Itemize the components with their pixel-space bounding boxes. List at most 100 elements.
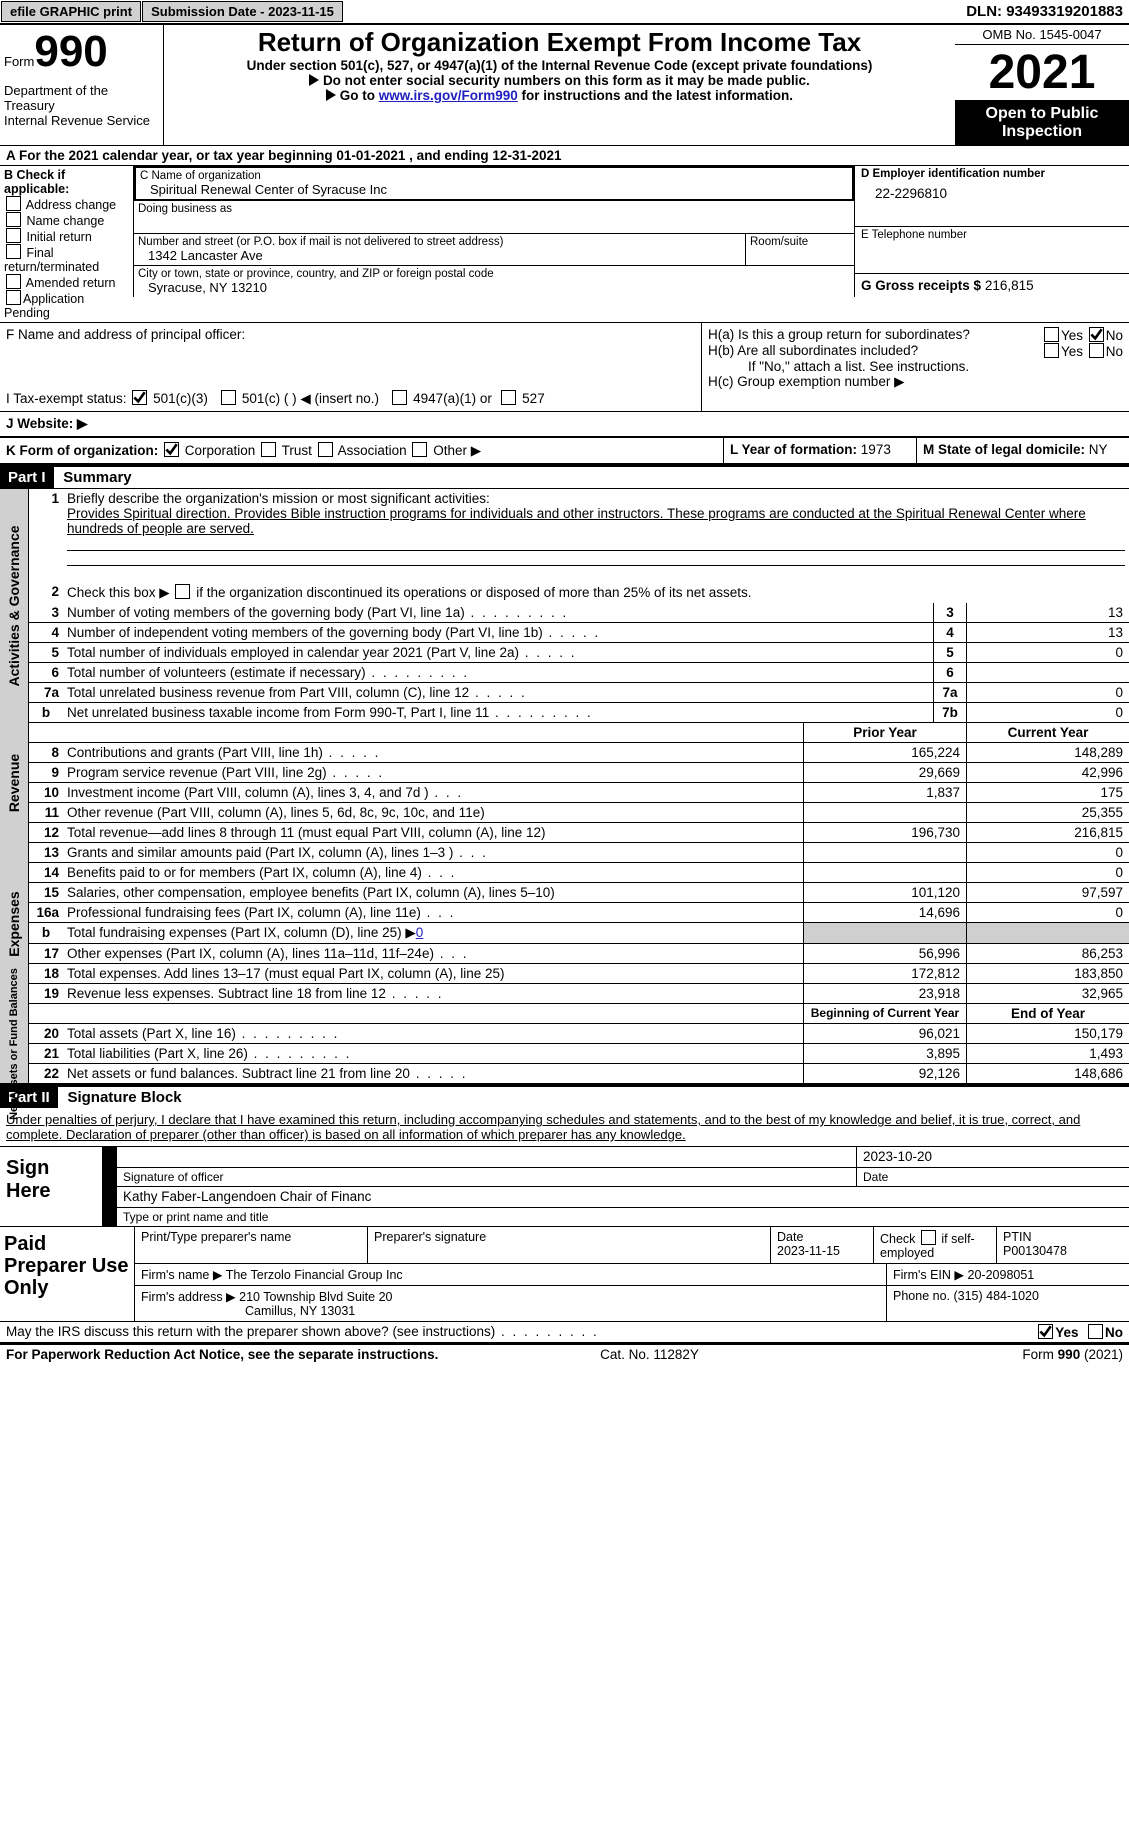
sign-here-label: Sign Here xyxy=(0,1147,102,1226)
checkbox-self-employed[interactable] xyxy=(921,1230,936,1245)
checkbox-assoc[interactable] xyxy=(318,442,333,457)
current-year-header: Current Year xyxy=(966,723,1129,742)
expenses-section: Expenses 13Grants and similar amounts pa… xyxy=(0,843,1129,1004)
firm-name: The Terzolo Financial Group Inc xyxy=(226,1268,403,1282)
checkbox-addr-change[interactable] xyxy=(6,196,21,211)
checkbox-name-change[interactable] xyxy=(6,212,21,227)
ha-label: H(a) Is this a group return for subordin… xyxy=(708,327,1042,343)
dept-treasury: Department of the Treasury xyxy=(4,83,159,113)
c-name-label: C Name of organization xyxy=(140,170,848,182)
gross-receipts: 216,815 xyxy=(985,278,1034,293)
revenue-section: Revenue Prior YearCurrent Year 8Contribu… xyxy=(0,723,1129,843)
preparer-name-label: Print/Type preparer's name xyxy=(134,1227,367,1263)
mission-text: Provides Spiritual direction. Provides B… xyxy=(67,506,1086,536)
state-domicile: NY xyxy=(1089,442,1108,457)
tax-year: 2021 xyxy=(989,46,1096,99)
firm-address: 210 Township Blvd Suite 20 xyxy=(239,1290,392,1304)
d-ein-label: D Employer identification number xyxy=(861,168,1123,180)
e-phone-label: E Telephone number xyxy=(861,229,1123,241)
submission-date: Submission Date - 2023-11-15 xyxy=(142,1,343,22)
line4-value: 13 xyxy=(966,623,1129,642)
line7a-value: 0 xyxy=(966,683,1129,702)
paid-preparer-block: Paid Preparer Use Only Print/Type prepar… xyxy=(0,1226,1129,1322)
discuss-row: May the IRS discuss this return with the… xyxy=(0,1322,1129,1344)
net-assets-section: Net Assets or Fund Balances Beginning of… xyxy=(0,1004,1129,1085)
org-name: Spiritual Renewal Center of Syracuse Inc xyxy=(140,182,848,197)
topbar: efile GRAPHIC print Submission Date - 20… xyxy=(0,0,1129,25)
sig-officer-label: Signature of officer xyxy=(116,1168,856,1186)
line6-value xyxy=(966,663,1129,682)
sidetab-net-assets: Net Assets or Fund Balances xyxy=(8,968,20,1120)
i-label: I Tax-exempt status: xyxy=(6,391,127,406)
line5-value: 0 xyxy=(966,643,1129,662)
checkbox-app-pending[interactable] xyxy=(6,290,21,305)
k-l-m-row: K Form of organization: Corporation Trus… xyxy=(0,437,1129,465)
addr-label: Number and street (or P.O. box if mail i… xyxy=(138,236,741,248)
checkbox-other[interactable] xyxy=(412,442,427,457)
footer: For Paperwork Reduction Act Notice, see … xyxy=(0,1344,1129,1364)
irs-link[interactable]: www.irs.gov/Form990 xyxy=(379,88,518,103)
arrow-icon xyxy=(102,1208,116,1226)
arrow-icon xyxy=(102,1147,116,1167)
checkbox-corp[interactable] xyxy=(164,442,179,457)
b-label: B Check if applicable: xyxy=(4,168,129,196)
firm-phone: (315) 484-1020 xyxy=(953,1289,1038,1303)
prior-year-header: Prior Year xyxy=(803,723,966,742)
checkbox-discuss-yes[interactable] xyxy=(1038,1324,1053,1339)
fundraising-link[interactable]: 0 xyxy=(416,925,424,940)
checkbox-ha-yes[interactable] xyxy=(1044,327,1059,342)
arrow-icon xyxy=(326,89,336,101)
firm-address-2: Camillus, NY 13031 xyxy=(141,1304,355,1318)
sidetab-activities: Activities & Governance xyxy=(6,525,22,686)
catalog-number: Cat. No. 11282Y xyxy=(600,1347,699,1362)
mission-label: Briefly describe the organization's miss… xyxy=(67,491,490,506)
checkbox-501c[interactable] xyxy=(221,390,236,405)
checkbox-discontinued[interactable] xyxy=(175,584,190,599)
preparer-date: 2023-11-15 xyxy=(777,1244,840,1258)
checkbox-discuss-no[interactable] xyxy=(1088,1324,1103,1339)
line3-value: 13 xyxy=(966,603,1129,622)
officer-name-label: Type or print name and title xyxy=(116,1208,1129,1226)
f-officer-label: F Name and address of principal officer: xyxy=(6,327,695,342)
pra-notice: For Paperwork Reduction Act Notice, see … xyxy=(6,1347,438,1362)
checkbox-ha-no[interactable] xyxy=(1089,327,1104,342)
officer-name: Kathy Faber-Langendoen Chair of Financ xyxy=(116,1187,1129,1207)
j-website: J Website: ▶ xyxy=(0,412,1129,437)
dba-label: Doing business as xyxy=(138,203,850,215)
form-subtitle-1: Under section 501(c), 527, or 4947(a)(1)… xyxy=(168,58,951,73)
checkbox-hb-no[interactable] xyxy=(1089,343,1104,358)
checkbox-4947[interactable] xyxy=(392,390,407,405)
date-label: Date xyxy=(856,1168,1129,1186)
sidetab-expenses: Expenses xyxy=(6,891,22,956)
form-header: Form990 Department of the Treasury Inter… xyxy=(0,25,1129,146)
form-identifier: Form 990 (2021) xyxy=(1022,1347,1123,1362)
end-year-header: End of Year xyxy=(966,1004,1129,1023)
checkbox-amended[interactable] xyxy=(6,274,21,289)
activities-governance: Activities & Governance 1 Briefly descri… xyxy=(0,488,1129,723)
part1-header: Part I Summary xyxy=(0,465,1129,488)
irs-label: Internal Revenue Service xyxy=(4,113,159,128)
form-title: Return of Organization Exempt From Incom… xyxy=(168,27,951,58)
checkbox-501c3[interactable] xyxy=(132,390,147,405)
city-state-zip: Syracuse, NY 13210 xyxy=(138,280,850,295)
section-f-h: F Name and address of principal officer:… xyxy=(0,323,1129,412)
efile-print-button[interactable]: efile GRAPHIC print xyxy=(1,1,141,22)
checkbox-initial-return[interactable] xyxy=(6,228,21,243)
checkbox-527[interactable] xyxy=(501,390,516,405)
form-subtitle-2: Do not enter social security numbers on … xyxy=(323,73,810,88)
part2-header: Part II Signature Block xyxy=(0,1085,1129,1108)
omb-number: OMB No. 1545-0047 xyxy=(955,25,1129,45)
ptin-value: P00130478 xyxy=(1003,1244,1067,1258)
beginning-year-header: Beginning of Current Year xyxy=(803,1004,966,1023)
checkbox-trust[interactable] xyxy=(261,442,276,457)
firm-ein: 20-2098051 xyxy=(968,1268,1035,1282)
hc-label: H(c) Group exemption number ▶ xyxy=(708,374,1123,390)
dln: DLN: 93493319201883 xyxy=(960,1,1129,22)
checkbox-final-return[interactable] xyxy=(6,244,21,259)
f-officer-value xyxy=(6,342,695,378)
penalty-statement: Under penalties of perjury, I declare th… xyxy=(6,1112,1080,1142)
arrow-icon xyxy=(309,74,319,86)
form-number: 990 xyxy=(34,27,107,76)
hb-note: If "No," attach a list. See instructions… xyxy=(708,359,1123,374)
checkbox-hb-yes[interactable] xyxy=(1044,343,1059,358)
